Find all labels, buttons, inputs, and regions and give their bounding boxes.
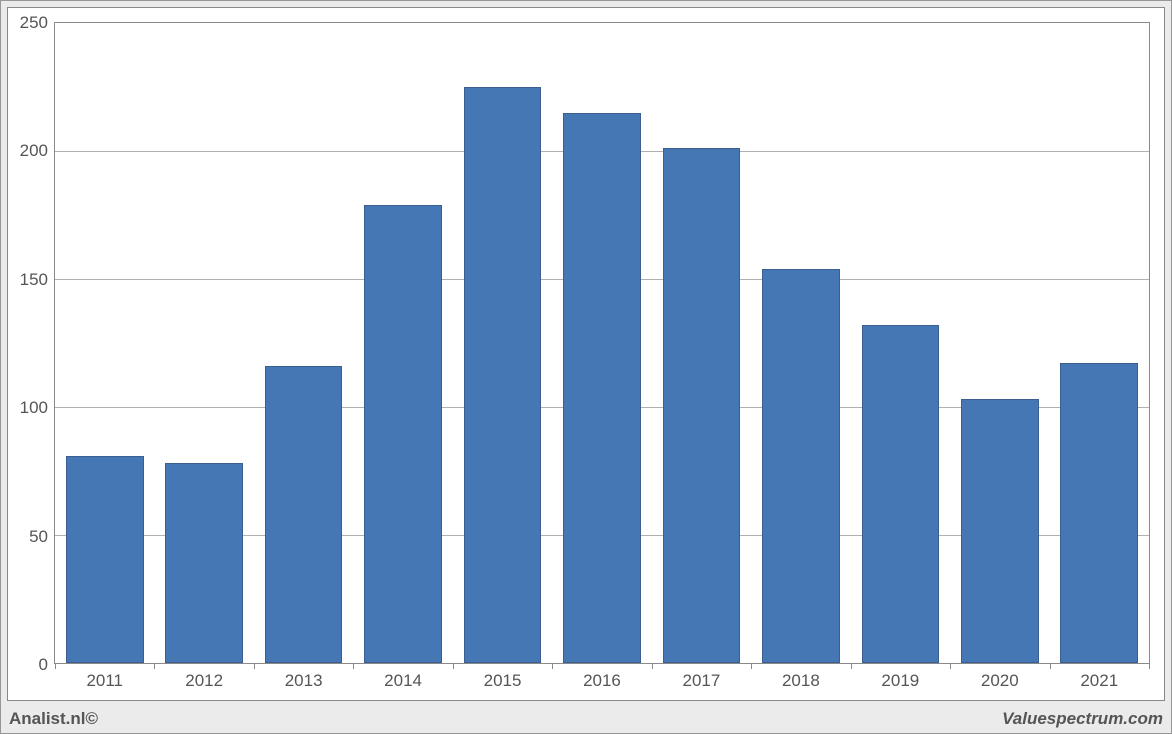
bar bbox=[663, 148, 741, 663]
bar-slot: 2019 bbox=[851, 23, 950, 663]
x-tick-mark bbox=[154, 663, 155, 669]
footer-left-credit: Analist.nl© bbox=[9, 709, 98, 729]
bar-slot: 2014 bbox=[353, 23, 452, 663]
plot-area: 2011201220132014201520162017201820192020… bbox=[54, 22, 1150, 664]
bar-slot: 2015 bbox=[453, 23, 552, 663]
y-tick-label: 50 bbox=[8, 527, 48, 547]
bar-slot: 2021 bbox=[1050, 23, 1149, 663]
bars-row: 2011201220132014201520162017201820192020… bbox=[55, 23, 1149, 663]
x-tick-mark bbox=[851, 663, 852, 669]
y-tick-label: 200 bbox=[8, 141, 48, 161]
x-tick-label: 2014 bbox=[384, 671, 422, 691]
chart-outer-frame: 050100150200250 201120122013201420152016… bbox=[0, 0, 1172, 734]
x-tick-mark bbox=[1149, 663, 1150, 669]
bar-slot: 2017 bbox=[652, 23, 751, 663]
x-tick-label: 2017 bbox=[683, 671, 721, 691]
x-tick-label: 2015 bbox=[484, 671, 522, 691]
x-tick-label: 2016 bbox=[583, 671, 621, 691]
bar-slot: 2020 bbox=[950, 23, 1049, 663]
x-tick-label: 2021 bbox=[1080, 671, 1118, 691]
x-tick-mark bbox=[353, 663, 354, 669]
bar-slot: 2011 bbox=[55, 23, 154, 663]
y-tick-label: 250 bbox=[8, 13, 48, 33]
bar bbox=[165, 463, 243, 663]
x-tick-mark bbox=[453, 663, 454, 669]
bar-slot: 2013 bbox=[254, 23, 353, 663]
x-tick-mark bbox=[254, 663, 255, 669]
plot-frame: 050100150200250 201120122013201420152016… bbox=[7, 7, 1165, 701]
bar-slot: 2012 bbox=[154, 23, 253, 663]
bar bbox=[66, 456, 144, 663]
bar bbox=[265, 366, 343, 663]
y-tick-label: 150 bbox=[8, 270, 48, 290]
bar bbox=[1060, 363, 1138, 663]
bar bbox=[364, 205, 442, 663]
bar-slot: 2018 bbox=[751, 23, 850, 663]
x-tick-mark bbox=[55, 663, 56, 669]
x-tick-label: 2011 bbox=[86, 671, 123, 691]
bar bbox=[961, 399, 1039, 663]
footer-right-credit: Valuespectrum.com bbox=[1002, 709, 1163, 729]
x-tick-mark bbox=[552, 663, 553, 669]
x-tick-mark bbox=[751, 663, 752, 669]
x-tick-label: 2012 bbox=[185, 671, 223, 691]
x-tick-mark bbox=[950, 663, 951, 669]
x-tick-mark bbox=[1050, 663, 1051, 669]
y-tick-label: 100 bbox=[8, 398, 48, 418]
x-tick-label: 2013 bbox=[285, 671, 323, 691]
bar-slot: 2016 bbox=[552, 23, 651, 663]
bar bbox=[563, 113, 641, 663]
bar bbox=[862, 325, 940, 663]
bar bbox=[762, 269, 840, 663]
bar bbox=[464, 87, 542, 663]
x-tick-mark bbox=[652, 663, 653, 669]
x-tick-label: 2020 bbox=[981, 671, 1019, 691]
y-tick-label: 0 bbox=[8, 655, 48, 675]
x-tick-label: 2018 bbox=[782, 671, 820, 691]
x-tick-label: 2019 bbox=[881, 671, 919, 691]
